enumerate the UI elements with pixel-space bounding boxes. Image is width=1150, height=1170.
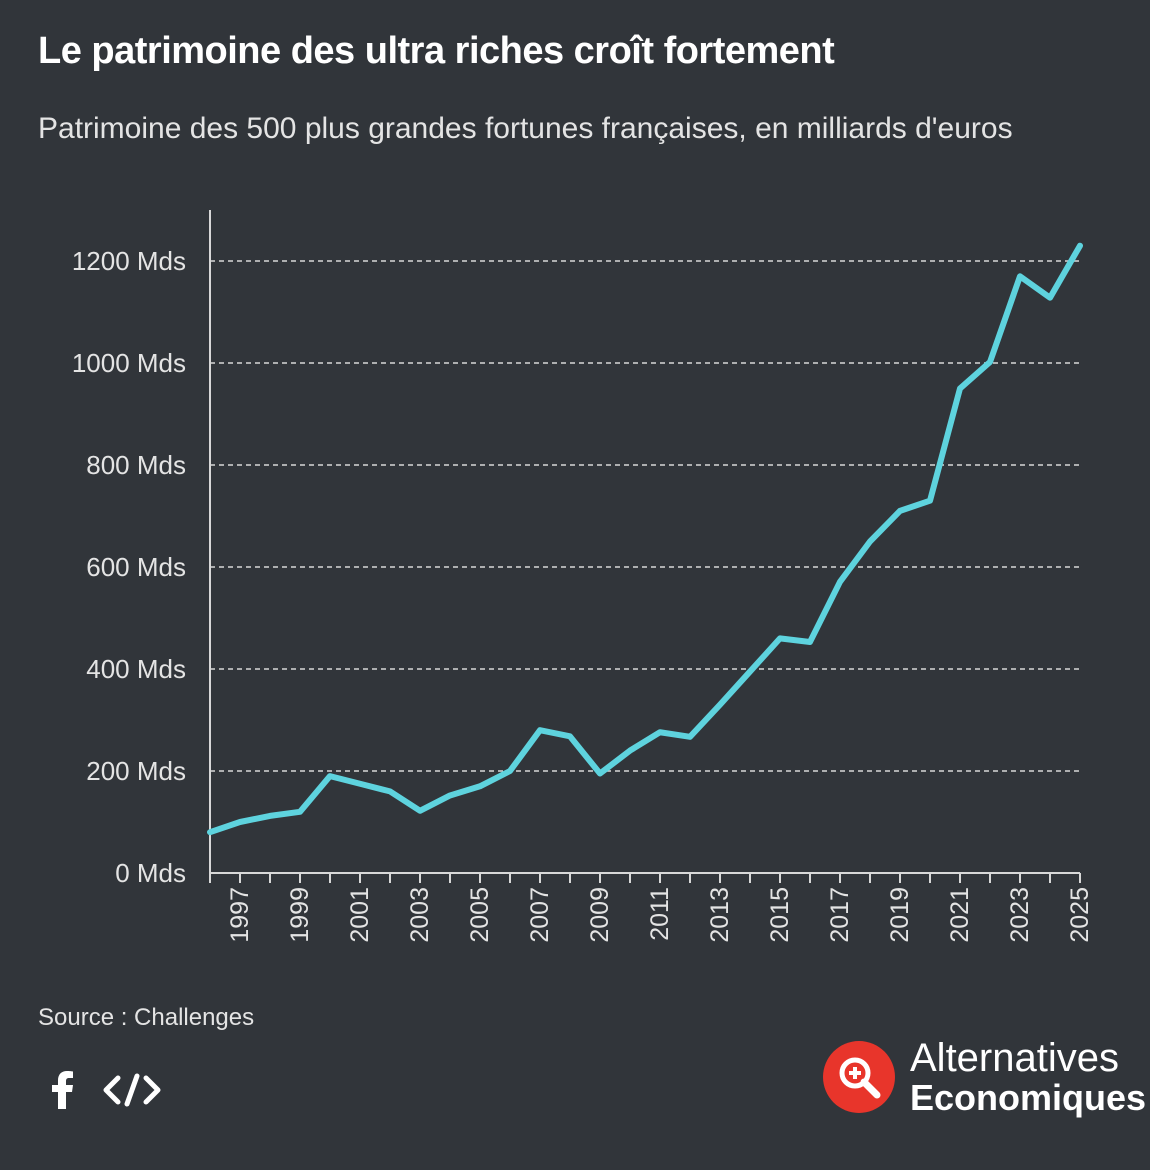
x-tick-label: 2013	[706, 887, 734, 943]
magnifier-plus-icon	[823, 1041, 895, 1113]
brand-name-line1: Alternatives	[910, 1036, 1119, 1080]
x-tick-label: 1997	[226, 887, 254, 943]
source-note: Source : Challenges	[38, 1004, 255, 1031]
embed-code-icon	[103, 1073, 161, 1107]
series-line	[207, 242, 1083, 836]
x-tick-label: 2025	[1066, 887, 1094, 943]
y-tick-label: 0 Mds	[115, 858, 186, 888]
x-tick-label: 2019	[886, 887, 914, 943]
x-tick-label: 2007	[526, 887, 554, 943]
facebook-share-button[interactable]	[46, 1068, 80, 1112]
x-tick-label: 2005	[466, 887, 494, 943]
chart-subtitle: Patrimoine des 500 plus grandes fortunes…	[38, 112, 1013, 145]
chart-title: Le patrimoine des ultra riches croît for…	[38, 30, 835, 72]
y-tick-label: 1000 Mds	[72, 348, 186, 378]
x-tick-label: 2011	[646, 887, 674, 941]
brand-name-line2: Economiques	[910, 1077, 1147, 1118]
y-tick-label: 1200 Mds	[72, 246, 186, 276]
y-tick-label: 800 Mds	[86, 450, 186, 480]
x-tick-label: 2015	[766, 887, 794, 943]
y-tick-label: 200 Mds	[86, 756, 186, 786]
facebook-icon	[52, 1071, 73, 1109]
y-tick-label: 400 Mds	[86, 654, 186, 684]
x-tick-label: 2009	[586, 887, 614, 943]
line-chart: 0 Mds 200 Mds 400 Mds 600 Mds 800 Mds 1000 Md…	[72, 210, 1094, 943]
x-tick-label: 2003	[406, 887, 434, 943]
x-tick-label: 2023	[1006, 887, 1034, 943]
y-tick-label: 600 Mds	[86, 552, 186, 582]
x-tick-label: 2017	[826, 887, 854, 943]
x-tick-label: 1999	[286, 887, 314, 943]
embed-code-button[interactable]	[100, 1068, 164, 1112]
x-tick-label: 2001	[346, 887, 374, 943]
brand-logo[interactable]: Alternatives Economiques	[822, 1038, 1146, 1116]
x-tick-label: 2021	[946, 887, 974, 943]
